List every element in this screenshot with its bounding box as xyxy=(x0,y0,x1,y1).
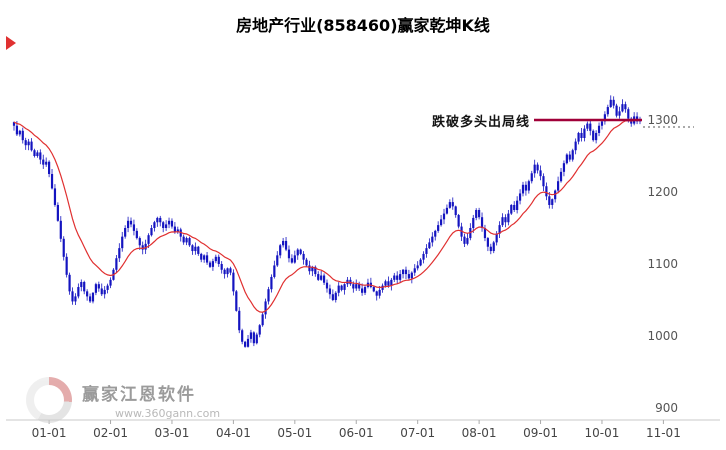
watermark-text: 赢家江恩软件 www.360gann.com xyxy=(82,380,220,420)
svg-text:900: 900 xyxy=(655,401,678,415)
candle-series xyxy=(12,95,642,348)
y-axis: 1300 1200 1100 1000 900 xyxy=(647,113,678,415)
svg-text:04-01: 04-01 xyxy=(216,426,251,440)
svg-text:05-01: 05-01 xyxy=(277,426,312,440)
svg-text:1000: 1000 xyxy=(647,329,678,343)
svg-text:11-01: 11-01 xyxy=(646,426,681,440)
svg-text:06-01: 06-01 xyxy=(339,426,374,440)
svg-text:1100: 1100 xyxy=(647,257,678,271)
page-title: 房地产行业(858460)赢家乾坤K线 xyxy=(236,16,490,35)
watermark-url: www.360gann.com xyxy=(115,407,221,420)
svg-text:07-01: 07-01 xyxy=(400,426,435,440)
x-axis: 01-01 02-01 03-01 04-01 05-01 06-01 07-01 08-01… xyxy=(6,419,720,440)
watermark-logo-ring xyxy=(34,385,64,415)
svg-text:1200: 1200 xyxy=(647,185,678,199)
svg-text:01-01: 01-01 xyxy=(32,426,67,440)
annotation-label: 跌破多头出局线 xyxy=(431,115,530,130)
svg-text:02-01: 02-01 xyxy=(93,426,128,440)
svg-text:1300: 1300 xyxy=(647,113,678,127)
watermark-logo-icon xyxy=(26,377,72,423)
watermark-brand: 赢家江恩软件 xyxy=(82,385,196,405)
ma-line xyxy=(13,119,640,313)
svg-text:09-01: 09-01 xyxy=(523,426,558,440)
watermark: 赢家江恩软件 www.360gann.com xyxy=(26,377,220,423)
svg-text:10-01: 10-01 xyxy=(585,426,620,440)
svg-text:03-01: 03-01 xyxy=(155,426,190,440)
svg-text:08-01: 08-01 xyxy=(462,426,497,440)
red-arrow-marker xyxy=(6,36,16,50)
